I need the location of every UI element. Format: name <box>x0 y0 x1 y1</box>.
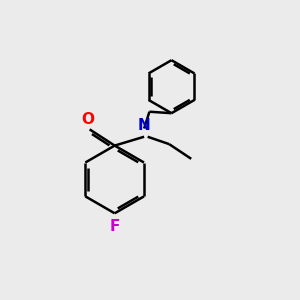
Text: O: O <box>82 112 95 127</box>
Text: F: F <box>110 219 120 234</box>
Text: N: N <box>138 118 151 133</box>
